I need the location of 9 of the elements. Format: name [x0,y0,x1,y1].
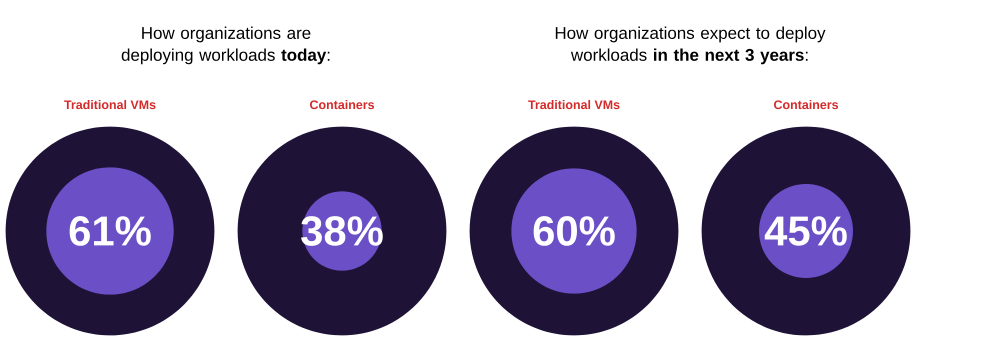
category-label: Containers [310,100,374,110]
data-label: 60% [534,216,615,246]
category-label: Containers [774,100,838,110]
text: How organizations are deploying workloads today: [122,26,330,64]
category-label: Traditional VMs [64,100,156,110]
data-label: 45% [764,216,847,246]
data-label: 61% [70,216,151,246]
category-label: Traditional VMs [528,100,620,110]
text: How organizations expect to deploy workloads in the next 3 years: [556,26,826,64]
